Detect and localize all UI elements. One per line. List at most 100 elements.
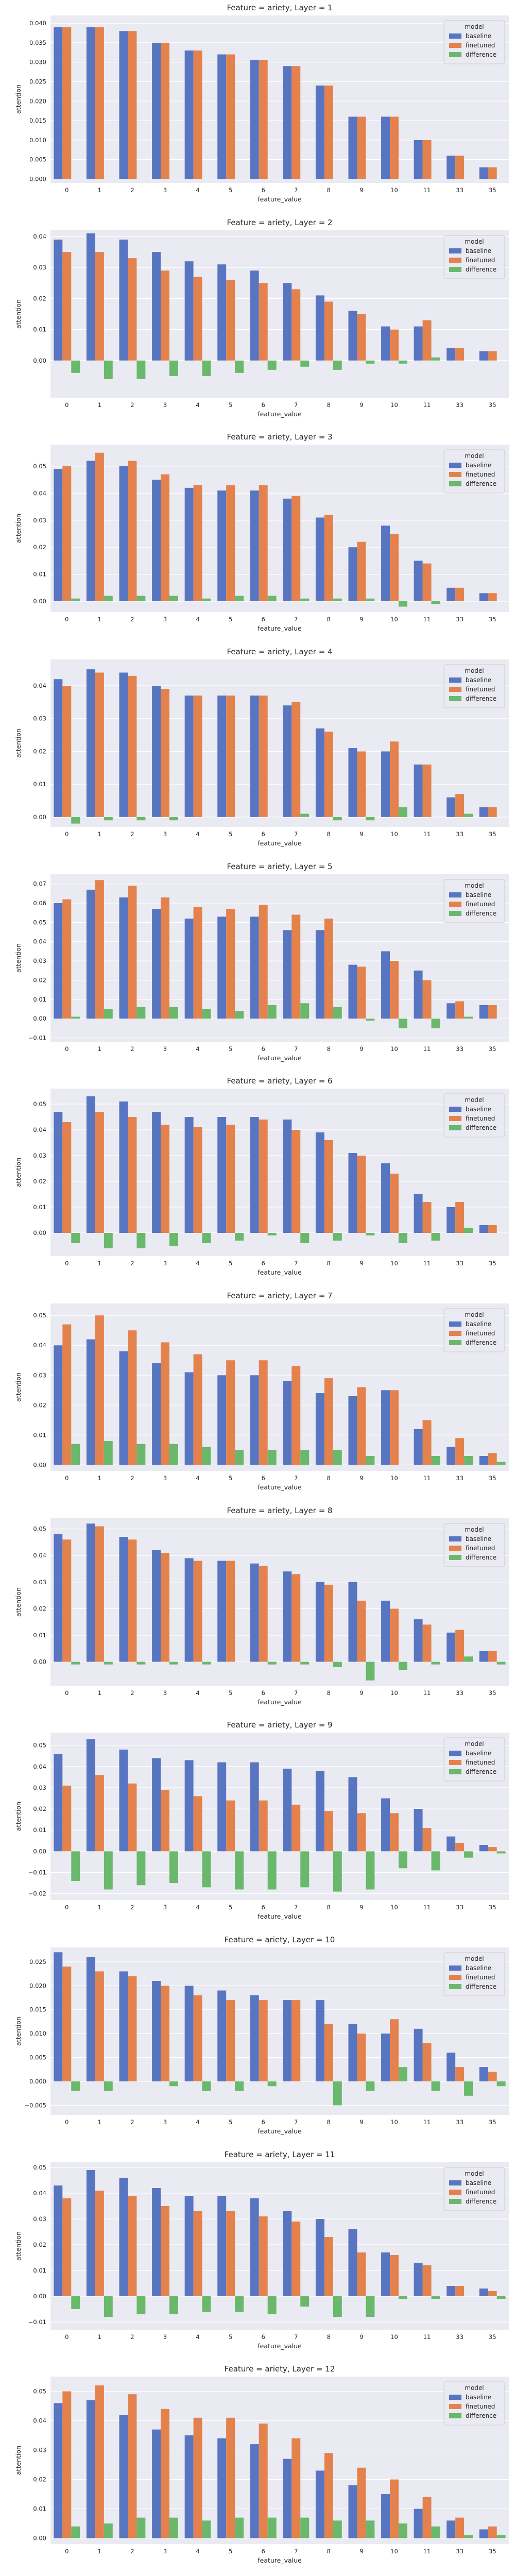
bar-finetuned-33: [455, 348, 465, 361]
bar-finetuned-4: [193, 485, 202, 602]
bar-baseline-35: [479, 167, 488, 179]
y-tick-label: 0.05: [33, 1312, 46, 1319]
x-tick-label: 10: [390, 401, 398, 409]
x-tick-label: 35: [489, 2119, 496, 2126]
y-tick-label: 0.02: [33, 544, 46, 551]
x-tick-label: 10: [390, 2119, 398, 2126]
x-tick-label: 7: [294, 2548, 298, 2555]
bar-difference-6: [267, 596, 277, 602]
bar-finetuned-7: [291, 2000, 301, 2081]
x-tick-label: 0: [65, 1475, 68, 1482]
legend-label-baseline: baseline: [466, 2179, 491, 2187]
legend-label-baseline: baseline: [466, 32, 491, 40]
legend-swatch-finetuned: [449, 42, 461, 48]
bar-finetuned-35: [488, 2072, 497, 2081]
x-tick-label: 7: [294, 1904, 298, 1911]
legend-label-finetuned: finetuned: [466, 42, 495, 49]
y-tick-label: 0.05: [33, 463, 46, 470]
bar-finetuned-35: [488, 167, 497, 179]
bar-difference-8: [333, 1450, 342, 1465]
x-tick-label: 1: [98, 1045, 101, 1053]
legend-label-finetuned: finetuned: [466, 686, 495, 693]
legend-label-finetuned: finetuned: [466, 1115, 495, 1122]
bar-chart-layer-12: Feature = ariety, Layer = 12 0.00 0.01 0.02…: [14, 2364, 509, 2564]
bar-baseline-33: [447, 1632, 456, 1662]
bar-finetuned-1: [95, 2385, 104, 2538]
y-tick-label: 0.020: [29, 1982, 46, 1989]
x-tick-label: 11: [423, 2333, 431, 2341]
bar-baseline-35: [479, 2529, 488, 2538]
legend: model baseline finetuned difference: [443, 1093, 505, 1138]
bar-difference-4: [202, 1447, 211, 1465]
bar-difference-9: [366, 2296, 375, 2317]
bar-baseline-11: [414, 561, 423, 602]
bar-baseline-1: [86, 2170, 95, 2296]
bar-chart-layer-8: Feature = ariety, Layer = 8 0.00 0.01 0.02 0…: [14, 1506, 509, 1706]
legend: model baseline finetuned difference: [443, 235, 505, 279]
bar-difference-0: [71, 2081, 80, 2091]
bar-chart-layer-7: Feature = ariety, Layer = 7 0.00 0.01 0.02 0…: [14, 1291, 509, 1491]
x-tick-label: 11: [423, 401, 431, 409]
bar-finetuned-8: [324, 86, 333, 179]
x-tick-label: 6: [262, 2119, 265, 2126]
bar-finetuned-6: [259, 696, 268, 817]
bar-baseline-0: [54, 27, 63, 179]
x-tick-label: 33: [456, 1045, 464, 1053]
bar-baseline-35: [479, 1845, 488, 1852]
x-tick-label: 7: [294, 187, 298, 194]
legend-swatch-difference: [449, 910, 461, 916]
bar-difference-11: [431, 601, 440, 604]
bar-difference-7: [300, 1662, 310, 1665]
bar-baseline-2: [119, 1536, 128, 1662]
x-tick-label: 8: [327, 1475, 331, 1482]
y-tick-label: 0.04: [33, 1126, 46, 1133]
x-tick-label: 6: [262, 2333, 265, 2341]
bar-baseline-3: [152, 2429, 161, 2538]
bar-finetuned-7: [291, 702, 301, 817]
bar-baseline-5: [217, 490, 227, 602]
y-axis-label: attention: [14, 728, 22, 758]
bar-difference-4: [202, 360, 211, 376]
x-tick-label: 4: [196, 831, 199, 838]
bar-finetuned-33: [455, 1438, 465, 1465]
bar-difference-4: [202, 1851, 211, 1888]
bar-finetuned-11: [422, 140, 432, 179]
bar-baseline-33: [447, 1836, 456, 1852]
bar-baseline-4: [184, 1372, 194, 1465]
bar-difference-1: [104, 1233, 113, 1249]
legend-label-difference: difference: [466, 266, 496, 273]
bar-finetuned-11: [422, 764, 432, 817]
x-tick-label: 35: [489, 187, 496, 194]
bar-finetuned-4: [193, 1354, 202, 1465]
y-tick-label: 0.00: [33, 1658, 46, 1665]
bar-difference-10: [398, 2067, 407, 2081]
bar-baseline-0: [54, 1952, 63, 2081]
bar-baseline-35: [479, 1455, 488, 1465]
x-tick-label: 4: [196, 2333, 199, 2341]
bar-finetuned-1: [95, 672, 104, 817]
y-tick-label: 0.01: [33, 326, 46, 333]
y-tick-label: 0.01: [33, 2505, 46, 2513]
bar-finetuned-6: [259, 1120, 268, 1233]
legend-swatch-finetuned: [449, 1116, 461, 1122]
bar-difference-11: [431, 2527, 440, 2538]
bar-difference-9: [366, 2520, 375, 2538]
x-tick-label: 1: [98, 1904, 101, 1911]
bar-finetuned-9: [357, 1156, 366, 1233]
legend-swatch-finetuned: [449, 1545, 461, 1551]
bar-difference-6: [267, 1851, 277, 1890]
legend: model baseline finetuned difference: [443, 1523, 505, 1567]
x-tick-label: 7: [294, 1689, 298, 1697]
x-tick-label: 33: [456, 2119, 464, 2126]
bar-baseline-7: [283, 705, 292, 817]
bar-baseline-3: [152, 1550, 161, 1662]
bar-baseline-6: [250, 270, 259, 361]
x-tick-label: 10: [390, 1904, 398, 1911]
bar-finetuned-11: [422, 980, 432, 1019]
x-axis-label: feature_value: [258, 1698, 302, 1706]
x-tick-label: 6: [262, 831, 265, 838]
bar-baseline-33: [447, 1003, 456, 1019]
bar-finetuned-35: [488, 1453, 497, 1465]
bar-finetuned-4: [193, 1995, 202, 2081]
bar-baseline-8: [315, 2000, 324, 2081]
